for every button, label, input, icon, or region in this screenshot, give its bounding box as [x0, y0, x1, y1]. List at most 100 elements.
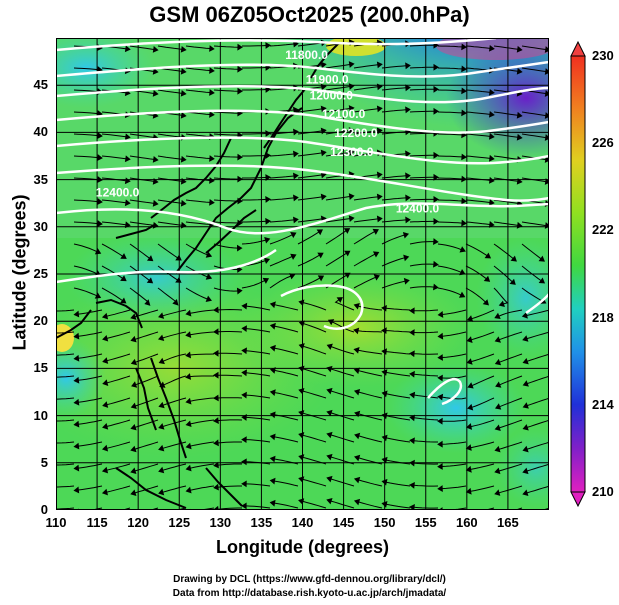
streamline-arrowhead [172, 299, 179, 306]
streamline [386, 371, 411, 377]
streamline [325, 108, 350, 113]
streamline [353, 276, 376, 289]
streamline [409, 66, 434, 69]
contour-label: 11900.0 [306, 72, 349, 86]
streamline [437, 111, 463, 114]
streamline [274, 304, 299, 311]
streamline [527, 397, 549, 407]
streamline [471, 309, 495, 320]
streamline [217, 308, 243, 311]
streamline-arrowhead [405, 106, 411, 114]
streamline-arrowhead [213, 328, 219, 336]
streamline-arrowhead [269, 301, 276, 309]
streamline-arrowhead [433, 63, 439, 71]
streamline [213, 111, 239, 114]
colorbar-max-triangle [570, 40, 586, 57]
streamline [493, 177, 518, 182]
streamline-arrowhead [158, 466, 165, 474]
streamline [470, 441, 495, 449]
streamline [185, 89, 210, 93]
streamline-arrowhead [317, 275, 325, 282]
streamline [162, 397, 187, 406]
streamline-arrowhead [185, 373, 192, 380]
streamline-arrowhead [522, 445, 529, 453]
streamline [213, 45, 239, 48]
streamline-arrowhead [241, 436, 247, 444]
streamline-arrowhead [354, 410, 361, 418]
streamline [465, 89, 490, 93]
streamline [73, 243, 97, 252]
credit-data: Data from http://database.rish.kyoto-u.a… [172, 588, 447, 599]
x-tick-label: 130 [209, 515, 232, 530]
streamline [157, 265, 178, 281]
streamline [302, 390, 327, 399]
streamline-arrowhead [241, 325, 247, 333]
streamline [274, 325, 299, 333]
streamline-arrowhead [409, 350, 415, 358]
streamline [526, 309, 549, 316]
streamline-arrowhead [298, 365, 305, 373]
streamline [302, 412, 327, 421]
streamline-arrowhead [516, 177, 523, 185]
streamline [330, 390, 355, 399]
streamline-arrowhead [376, 171, 383, 179]
streamline-arrowhead [130, 467, 137, 475]
streamline [409, 154, 434, 157]
streamline [526, 331, 549, 340]
streamline-arrowhead [405, 172, 411, 180]
streamline [409, 241, 434, 245]
streamline [56, 463, 75, 466]
streamline-arrowhead [97, 110, 103, 117]
streamline-arrowhead [433, 260, 439, 268]
streamline-arrowhead [158, 423, 165, 430]
streamline-arrowhead [381, 434, 388, 442]
streamline-arrowhead [461, 153, 467, 161]
streamline [465, 177, 490, 181]
streamline [78, 463, 103, 469]
streamline [414, 309, 439, 312]
streamline [56, 419, 75, 422]
streamline-arrowhead [298, 498, 305, 505]
streamline [157, 243, 178, 259]
streamline-arrowhead [348, 105, 355, 112]
streamline-arrowhead [433, 195, 439, 203]
streamline [471, 331, 495, 341]
streamline-arrowhead [405, 62, 411, 70]
streamline-arrowhead [263, 257, 270, 265]
streamline [218, 352, 243, 355]
streamline-arrowhead [73, 398, 80, 406]
streamline [325, 86, 350, 91]
streamline [157, 155, 182, 160]
streamline [498, 441, 523, 450]
streamline-arrowhead [353, 302, 360, 310]
streamline [129, 177, 154, 182]
streamline [302, 456, 327, 465]
streamline-arrowhead [522, 335, 529, 342]
streamline-arrowhead [344, 250, 351, 257]
streamline-arrowhead [102, 379, 109, 386]
colorbar-tick-label: 218 [592, 309, 614, 325]
streamline-arrowhead [466, 336, 473, 343]
streamline [498, 463, 523, 472]
streamline [217, 463, 242, 466]
streamline-arrowhead [205, 295, 212, 302]
streamline [78, 309, 103, 315]
streamline-arrowhead [158, 444, 165, 452]
streamline [358, 435, 383, 443]
streamline [101, 243, 123, 257]
y-tick-label: 5 [40, 454, 48, 470]
streamline-arrowhead [409, 370, 415, 378]
streamline-arrowhead [465, 487, 472, 495]
streamline-arrowhead [265, 196, 271, 203]
streamline-arrowhead [433, 107, 439, 115]
streamline [353, 108, 378, 113]
streamline-arrowhead [381, 348, 388, 355]
streamline-arrowhead [185, 420, 192, 428]
streamline-arrowhead [289, 273, 296, 280]
streamline [358, 501, 383, 509]
streamline-arrowhead [131, 381, 138, 388]
streamline [521, 243, 542, 260]
streamline [442, 441, 467, 445]
streamline-arrowhead [124, 177, 131, 185]
credit-drawing: Drawing by DCL (https://www.gfd-dennou.o… [173, 574, 446, 585]
